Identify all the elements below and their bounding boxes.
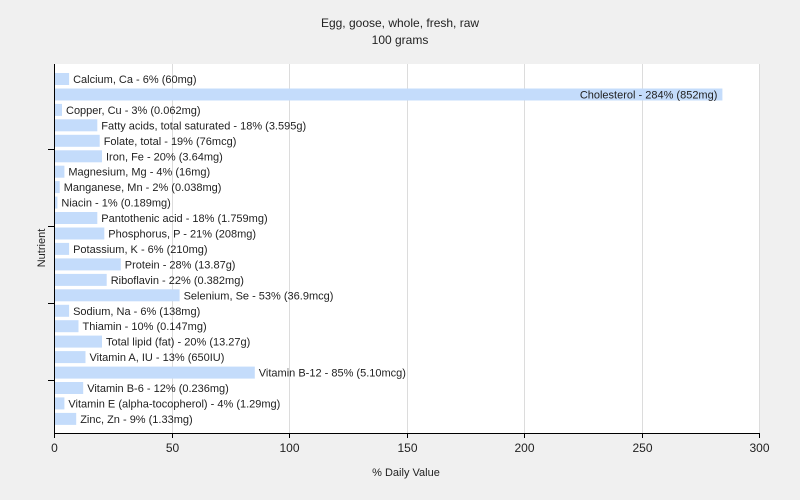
bar-label: Phosphorus, P - 21% (208mg): [108, 229, 256, 241]
bar-label: Total lipid (fat) - 20% (13.27g): [106, 337, 250, 349]
bar: [55, 73, 70, 85]
bar: [55, 88, 723, 101]
bar: [55, 258, 121, 271]
x-tick-label: 50: [166, 441, 180, 455]
bar: [55, 366, 255, 379]
bar-label: Zinc, Zn - 9% (1.33mg): [80, 414, 192, 426]
bar: [55, 196, 58, 209]
bar: [55, 412, 77, 425]
bar: [55, 103, 62, 116]
bar-label: Vitamin A, IU - 13% (650IU): [90, 352, 225, 364]
bar-label: Sodium, Na - 6% (138mg): [73, 306, 200, 318]
x-tick-label: 150: [397, 441, 417, 455]
bar-label: Cholesterol - 284% (852mg): [580, 90, 718, 102]
bar-label: Selenium, Se - 53% (36.9mcg): [184, 290, 334, 302]
bar-label: Thiamin - 10% (0.147mg): [83, 321, 207, 333]
bar: [55, 304, 70, 317]
bar: [55, 242, 70, 255]
chart-title: Egg, goose, whole, fresh, raw: [321, 16, 479, 30]
bar-label: Calcium, Ca - 6% (60mg): [73, 74, 196, 86]
bar-label: Copper, Cu - 3% (0.062mg): [66, 105, 201, 117]
bar-label: Pantothenic acid - 18% (1.759mg): [101, 213, 267, 225]
bar-label: Iron, Fe - 20% (3.64mg): [106, 151, 223, 163]
bar: [55, 273, 107, 286]
bar-label: Vitamin B-12 - 85% (5.10mcg): [259, 368, 406, 380]
x-tick-label: 250: [632, 441, 652, 455]
bar: [55, 181, 60, 194]
bar-label: Riboflavin - 22% (0.382mg): [111, 275, 244, 287]
x-tick-label: 300: [749, 441, 769, 455]
bar-label: Vitamin E (alpha-tocopherol) - 4% (1.29m…: [68, 398, 280, 410]
x-tick-label: 100: [279, 441, 299, 455]
bar: [55, 134, 100, 147]
bar: [55, 382, 84, 394]
bar: [55, 335, 102, 348]
chart-subtitle: 100 grams: [372, 33, 429, 47]
bar: [55, 150, 102, 163]
bar: [55, 119, 98, 132]
x-tick-label: 200: [514, 441, 534, 455]
bar: [55, 212, 98, 224]
bar: [55, 165, 65, 178]
bars: Calcium, Ca - 6% (60mg) Cholesterol - 284…: [55, 73, 723, 426]
bar-label: Niacin - 1% (0.189mg): [61, 198, 170, 210]
axes: 0 50 100 150 200 250 300: [48, 64, 770, 455]
bar: [55, 320, 79, 333]
x-axis-label: % Daily Value: [372, 467, 440, 479]
bar-label: Manganese, Mn - 2% (0.038mg): [64, 182, 222, 194]
x-tick-label: 0: [51, 441, 58, 455]
bar-label: Magnesium, Mg - 4% (16mg): [68, 167, 210, 179]
bar: [55, 289, 180, 302]
bar: [55, 227, 105, 240]
bar-label: Fatty acids, total saturated - 18% (3.59…: [101, 120, 306, 132]
bar-label: Folate, total - 19% (76mcg): [104, 136, 237, 148]
bar: [55, 351, 86, 364]
bar-label: Vitamin B-6 - 12% (0.236mg): [87, 383, 229, 395]
bar: [55, 397, 65, 410]
bar-label: Protein - 28% (13.87g): [125, 259, 236, 271]
y-axis-label: Nutrient: [36, 229, 48, 268]
grid-lines: [172, 64, 760, 433]
bar-label: Potassium, K - 6% (210mg): [73, 244, 208, 256]
